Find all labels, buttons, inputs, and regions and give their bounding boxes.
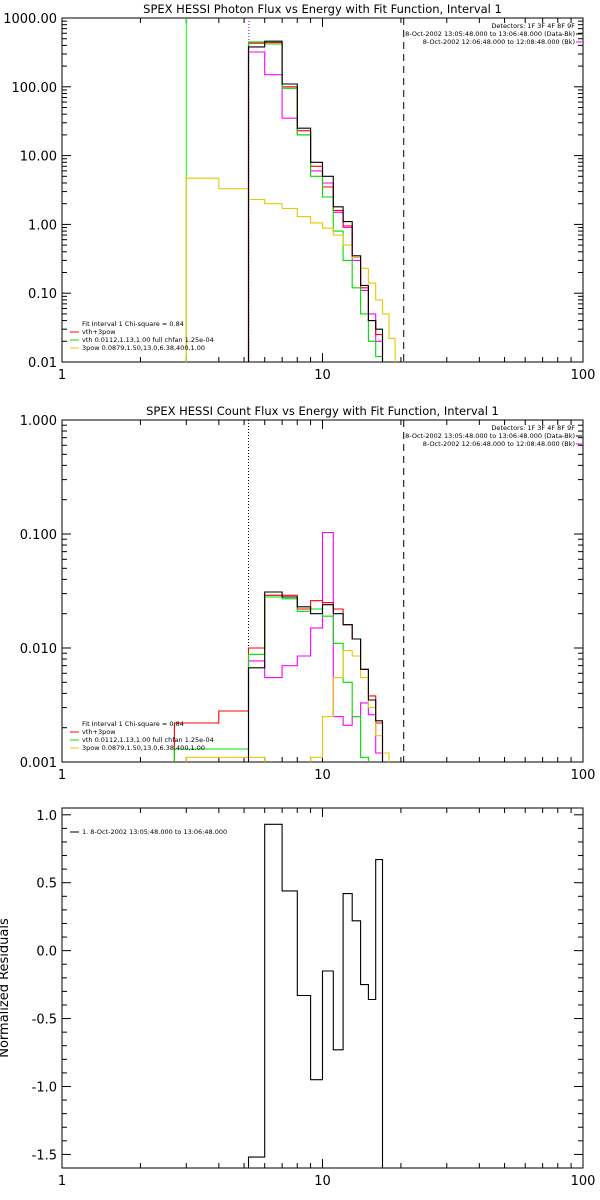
y-tick-label: 0.001: [20, 756, 57, 771]
series-line-5: [185, 177, 396, 362]
header-annotation: Detectors: 1F 3F 4F 8F 9F: [491, 424, 575, 432]
legend-entry: vth 0.0112,1.13,1.00 full chfan 1.25e-04: [82, 336, 214, 344]
y-tick-label: 1000.00: [3, 12, 57, 27]
plot-area: [247, 823, 384, 1168]
x-tick-label: 1: [58, 768, 66, 783]
y-tick-label: 0.5: [36, 877, 57, 892]
y-tick-label: 0.01: [28, 356, 57, 371]
y-tick-label: 1.0: [36, 809, 57, 824]
y-tick-label: 10.00: [20, 150, 57, 165]
chart-panel-2: SPEX HESSI Count Flux vs Energy with Fit…: [20, 404, 596, 783]
y-tick-label: 1.000: [20, 414, 57, 429]
legend-entry: Fit Interval 1 Chi-square = 0.84: [82, 320, 184, 328]
legend-entry: Fit Interval 1 Chi-square = 0.84: [82, 720, 184, 728]
chart-title: SPEX HESSI Count Flux vs Energy with Fit…: [146, 404, 499, 418]
x-tick-label: 100: [571, 1174, 596, 1189]
series-line-4: [247, 41, 384, 362]
y-tick-label: 1.00: [28, 218, 57, 233]
x-tick-label: 1: [58, 368, 66, 383]
x-tick-label: 100: [571, 368, 596, 383]
y-tick-label: -1.5: [32, 1148, 57, 1163]
chart-panel-1: SPEX HESSI Photon Flux vs Energy with Fi…: [3, 2, 595, 383]
series-line-2: [247, 51, 384, 362]
x-tick-label: 10: [314, 368, 331, 383]
chart-title: SPEX HESSI Photon Flux vs Energy with Fi…: [143, 2, 502, 16]
y-tick-label: 0.100: [20, 528, 57, 543]
x-tick-label: 10: [314, 768, 331, 783]
header-annotation: 8-Oct-2002 13:05:48.000 to 13:06:48.000 …: [405, 432, 575, 440]
y-tick-label: 0.010: [20, 642, 57, 657]
y-tick-label: 0.10: [28, 287, 57, 302]
header-annotation: 8-Oct-2002 12:06:48.000 to 12:08:48.000 …: [423, 440, 575, 448]
legend-entry: vth+3pow: [82, 728, 116, 736]
chart-panel-3: 1 10 100 -1.5 -1.0 -0.5 0.0 0.5 1.0 Normalized Re…: [0, 807, 596, 1189]
y-axis-label: Normalized Residuals: [0, 918, 12, 1058]
plot-area: [173, 420, 405, 762]
y-tick-label: -1.0: [32, 1080, 57, 1095]
plot-area: [185, 18, 405, 362]
legend-entry: vth+3pow: [82, 328, 116, 336]
y-tick-label: -0.5: [32, 1013, 57, 1028]
legend-entry: 3pow 0.0879,1.50,13.0,6.38,400,1.00: [82, 344, 205, 352]
series-line-2: [247, 531, 384, 762]
legend-entry: vth 0.0112,1.13,1.00 full chfan 1.25e-04: [82, 736, 214, 744]
x-tick-label: 100: [571, 768, 596, 783]
y-tick-label: 0.0: [36, 945, 57, 960]
legend-entry: 3pow 0.0879,1.50,13.0,6.38,400,1.00: [82, 744, 205, 752]
series-line-4: [173, 596, 369, 762]
series-line-1: [247, 823, 384, 1168]
x-tick-label: 1: [58, 1174, 66, 1189]
series-line-1: [247, 591, 384, 762]
header-annotation: Detectors: 1F 3F 4F 8F 9F: [491, 22, 575, 30]
x-tick-label: 10: [314, 1174, 331, 1189]
header-annotation: 8-Oct-2002 12:06:48.000 to 12:08:48.000 …: [423, 38, 575, 46]
series-line-1: [247, 40, 384, 362]
header-annotation: 8-Oct-2002 13:05:48.000 to 13:06:48.000 …: [405, 30, 575, 38]
legend-entry: 1. 8-Oct-2002 13:05:48.000 to 13:06:48.0…: [82, 828, 227, 836]
y-tick-label: 100.00: [12, 81, 58, 96]
